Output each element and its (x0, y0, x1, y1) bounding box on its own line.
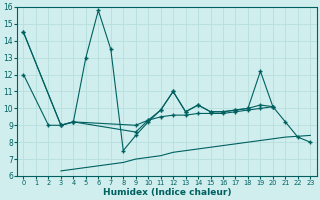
X-axis label: Humidex (Indice chaleur): Humidex (Indice chaleur) (103, 188, 231, 197)
